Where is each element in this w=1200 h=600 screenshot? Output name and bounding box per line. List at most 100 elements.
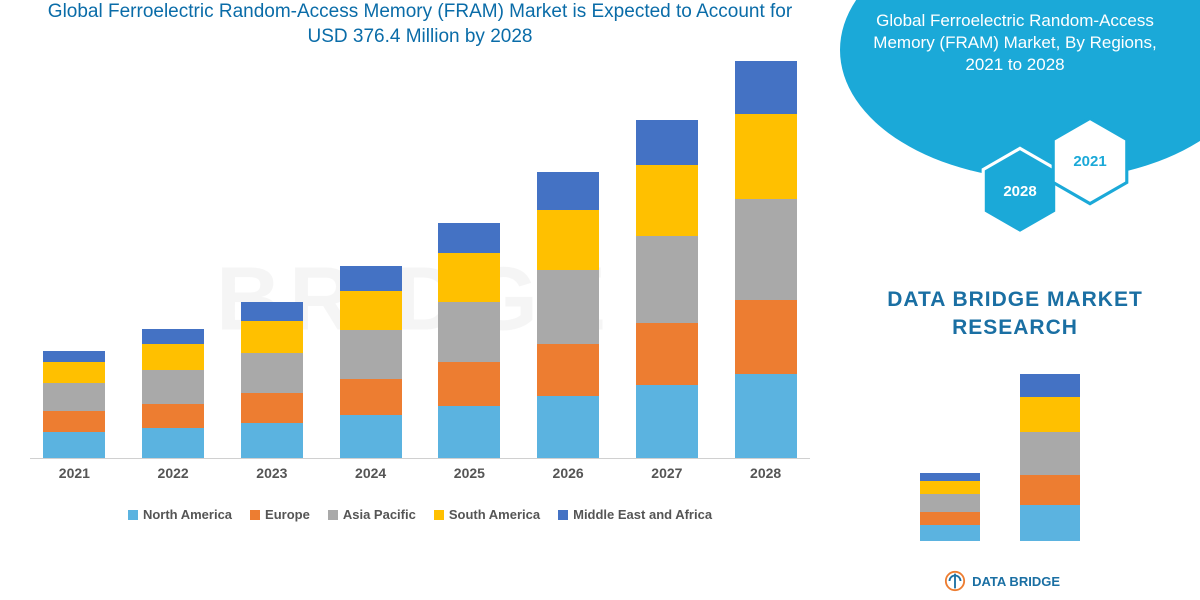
x-axis-label: 2024 [336, 465, 405, 481]
bar-segment [142, 329, 204, 344]
bar-segment [735, 300, 797, 373]
bar-segment [340, 415, 402, 458]
main-chart-title: Global Ferroelectric Random-Access Memor… [30, 0, 810, 49]
legend-swatch [328, 510, 338, 520]
bar-segment [142, 428, 204, 458]
bar-segment [43, 362, 105, 383]
stacked-bar [438, 223, 500, 458]
bar-segment [438, 253, 500, 302]
bar-segment [142, 404, 204, 428]
bar-segment [636, 236, 698, 323]
x-axis-label: 2021 [40, 465, 109, 481]
mini-bar-segment [1020, 475, 1080, 506]
bar-segment [438, 223, 500, 253]
stacked-bar [537, 172, 599, 458]
main-chart-panel: BRIDGE Global Ferroelectric Random-Acces… [0, 0, 830, 600]
bar-segment [43, 351, 105, 362]
bar-group [633, 120, 702, 459]
hexagon-2028-label: 2028 [1003, 183, 1036, 200]
stacked-bar [142, 329, 204, 459]
bar-segment [241, 423, 303, 459]
bar-segment [735, 61, 797, 114]
bar-group [336, 266, 405, 458]
mini-bar [920, 473, 980, 541]
legend-swatch [128, 510, 138, 520]
legend-swatch [250, 510, 260, 520]
bar-segment [438, 302, 500, 362]
bar-segment [438, 406, 500, 459]
bar-group [731, 61, 800, 458]
chart-legend: North America Europe Asia Pacific South Ame… [30, 507, 810, 522]
mini-bar-segment [1020, 374, 1080, 397]
legend-label: Asia Pacific [343, 507, 416, 522]
bar-segment [43, 432, 105, 458]
bar-segment [43, 383, 105, 411]
bar-segment [735, 199, 797, 301]
bar-group [435, 223, 504, 458]
bar-segment [241, 302, 303, 321]
footer-logo: DATA BRIDGE [944, 570, 1060, 592]
bar-segment [636, 323, 698, 385]
legend-item: North America [128, 507, 232, 522]
legend-label: Middle East and Africa [573, 507, 712, 522]
hexagon-2028: 2028 [980, 146, 1060, 236]
stacked-bar [241, 302, 303, 458]
right-panel-title: Global Ferroelectric Random-Access Memor… [850, 10, 1180, 76]
bar-segment [537, 270, 599, 343]
bar-segment [537, 210, 599, 270]
x-axis-label: 2023 [238, 465, 307, 481]
bar-group [40, 351, 109, 458]
mini-bar-segment [1020, 432, 1080, 474]
bar-segment [142, 344, 204, 370]
bar-group [238, 302, 307, 458]
hexagon-2021: 2021 [1050, 116, 1130, 206]
bar-segment [537, 172, 599, 210]
mini-bar-segment [920, 494, 980, 512]
legend-label: North America [143, 507, 232, 522]
bar-group [534, 172, 603, 458]
main-chart-area: 20212022202320242025202620272028 [30, 59, 810, 499]
bar-segment [241, 321, 303, 353]
x-axis-label: 2025 [435, 465, 504, 481]
bar-segment [735, 114, 797, 199]
bar-segment [636, 385, 698, 458]
x-axis-label: 2026 [534, 465, 603, 481]
mini-bar-segment [920, 481, 980, 494]
x-axis-labels: 20212022202320242025202620272028 [30, 459, 810, 481]
footer-logo-text: DATA BRIDGE [972, 574, 1060, 589]
bar-segment [537, 344, 599, 397]
right-panel: Global Ferroelectric Random-Access Memor… [830, 0, 1200, 600]
stacked-bar [340, 266, 402, 458]
stacked-bar [735, 61, 797, 458]
mini-bar-segment [920, 525, 980, 541]
bar-segment [340, 330, 402, 379]
bar-segment [735, 374, 797, 459]
legend-label: South America [449, 507, 540, 522]
bar-segment [438, 362, 500, 405]
bar-segment [340, 379, 402, 415]
hexagon-group: 2028 2021 [850, 126, 1180, 266]
bar-segment [241, 353, 303, 393]
bars-container [30, 59, 810, 459]
legend-item: Europe [250, 507, 310, 522]
legend-swatch [434, 510, 444, 520]
mini-bar-segment [1020, 397, 1080, 433]
bar-segment [537, 396, 599, 458]
mini-bar-segment [920, 473, 980, 481]
mini-bar [1020, 374, 1080, 541]
bar-segment [636, 165, 698, 237]
bar-group [139, 329, 208, 459]
mini-bar-segment [1020, 505, 1080, 541]
bar-segment [142, 370, 204, 404]
legend-label: Europe [265, 507, 310, 522]
stacked-bar [43, 351, 105, 458]
x-axis-label: 2022 [139, 465, 208, 481]
mini-bar-segment [920, 512, 980, 525]
mini-chart [850, 371, 1180, 541]
legend-item: Asia Pacific [328, 507, 416, 522]
brand-text: DATA BRIDGE MARKET RESEARCH [850, 286, 1180, 341]
bar-segment [241, 393, 303, 423]
stacked-bar [636, 120, 698, 459]
bar-segment [340, 291, 402, 331]
legend-item: South America [434, 507, 540, 522]
